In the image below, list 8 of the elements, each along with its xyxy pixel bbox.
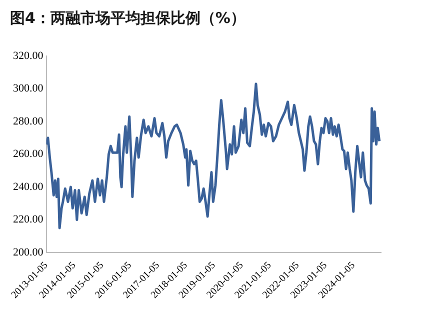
y-tick-label: 300.00 xyxy=(13,82,44,95)
y-tick-label: 260.00 xyxy=(13,148,44,160)
chart-title: 图4：两融市场平均担保比例（%） xyxy=(10,8,246,27)
y-tick-label: 240.00 xyxy=(13,180,44,193)
y-tick-label: 320.00 xyxy=(13,50,44,62)
y-tick-label: 280.00 xyxy=(13,115,44,128)
y-tick-label: 220.00 xyxy=(13,214,44,226)
y-tick-label: 200.00 xyxy=(13,246,44,258)
